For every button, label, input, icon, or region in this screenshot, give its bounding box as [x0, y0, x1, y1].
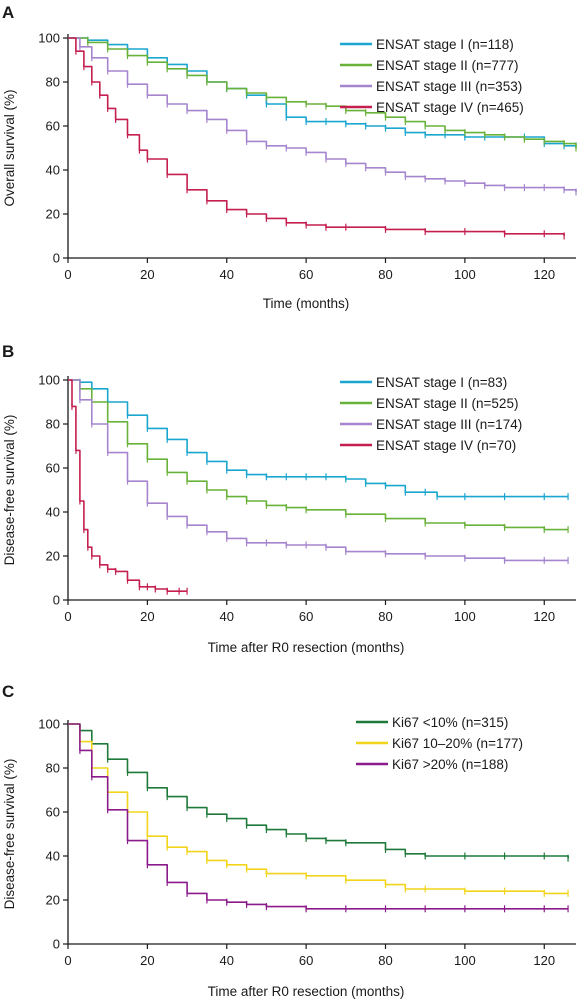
- x-tick-label: 100: [454, 953, 476, 968]
- x-tick-label: 40: [220, 953, 234, 968]
- legend-label: ENSAT stage III (n=174): [376, 417, 522, 432]
- x-tick-label: 120: [533, 953, 555, 968]
- x-tick-label: 20: [140, 953, 154, 968]
- x-tick-label: 80: [378, 953, 392, 968]
- y-tick-label: 40: [46, 505, 60, 520]
- chart-panel-c: C 0 20 40 60 80 100 0 20 40 60 80 100 120 Time after R…: [2, 682, 576, 999]
- y-tick-label: 80: [46, 761, 60, 776]
- y-tick-label: 40: [46, 163, 60, 178]
- legend-label: ENSAT stage IV (n=465): [376, 100, 524, 115]
- x-tick-label: 120: [533, 609, 555, 624]
- x-tick-label: 100: [454, 609, 476, 624]
- x-tick-label: 60: [299, 953, 313, 968]
- y-tick-label: 20: [46, 893, 60, 908]
- x-tick-label: 0: [64, 953, 71, 968]
- x-axis-label: Time after R0 resection (months): [208, 640, 405, 655]
- y-tick-label: 60: [46, 805, 60, 820]
- y-axis-label: Disease-free survival (%): [2, 759, 17, 910]
- y-tick-label: 100: [38, 31, 60, 46]
- legend-label: ENSAT stage IV (n=70): [376, 438, 516, 453]
- panel-letter: A: [2, 3, 14, 22]
- x-axis-label: Time (months): [263, 296, 350, 311]
- series-line-2: [68, 723, 569, 895]
- y-tick-label: 0: [53, 593, 60, 608]
- x-tick-label: 60: [299, 267, 313, 282]
- y-tick-label: 60: [46, 119, 60, 134]
- y-tick-label: 100: [38, 717, 60, 732]
- x-tick-label: 120: [533, 267, 555, 282]
- x-tick-label: 20: [140, 267, 154, 282]
- x-tick-label: 80: [378, 267, 392, 282]
- y-tick-label: 20: [46, 207, 60, 222]
- y-tick-label: 80: [46, 417, 60, 432]
- y-tick-label: 60: [46, 461, 60, 476]
- x-tick-label: 60: [299, 609, 313, 624]
- chart-panel-a: A 0 20 40 60 80 100 0 20 40 60 80 100 120 Time (months…: [2, 3, 577, 311]
- x-tick-label: 80: [378, 609, 392, 624]
- y-tick-label: 0: [53, 937, 60, 952]
- series-line-1: [68, 723, 569, 859]
- legend-label: ENSAT stage II (n=777): [376, 58, 518, 73]
- panel-letter: C: [2, 682, 14, 701]
- chart-panel-b: B 0 20 40 60 80 100 0 20 40 60 80 100 120 Time after R…: [2, 342, 576, 655]
- x-tick-label: 0: [64, 267, 71, 282]
- legend-label: Ki67 <10% (n=315): [392, 715, 508, 730]
- y-tick-label: 20: [46, 549, 60, 564]
- x-tick-label: 20: [140, 609, 154, 624]
- y-axis-label: Disease-free survival (%): [2, 415, 17, 566]
- x-tick-label: 100: [454, 267, 476, 282]
- legend-label: ENSAT stage I (n=118): [376, 37, 514, 52]
- legend-label: Ki67 >20% (n=188): [392, 757, 508, 772]
- y-tick-label: 80: [46, 75, 60, 90]
- x-tick-label: 40: [220, 609, 234, 624]
- legend-label: Ki67 10–20% (n=177): [392, 736, 523, 751]
- x-tick-label: 0: [64, 609, 71, 624]
- y-tick-label: 0: [53, 251, 60, 266]
- x-tick-label: 40: [220, 267, 234, 282]
- panel-letter: B: [2, 342, 14, 361]
- series-line-3: [68, 723, 569, 910]
- y-tick-label: 40: [46, 849, 60, 864]
- legend-label: ENSAT stage III (n=353): [376, 79, 522, 94]
- y-axis-label: Overall survival (%): [2, 89, 17, 206]
- y-tick-label: 100: [38, 373, 60, 388]
- x-axis-label: Time after R0 resection (months): [208, 984, 405, 999]
- legend-label: ENSAT stage I (n=83): [376, 375, 507, 390]
- legend-label: ENSAT stage II (n=525): [376, 396, 518, 411]
